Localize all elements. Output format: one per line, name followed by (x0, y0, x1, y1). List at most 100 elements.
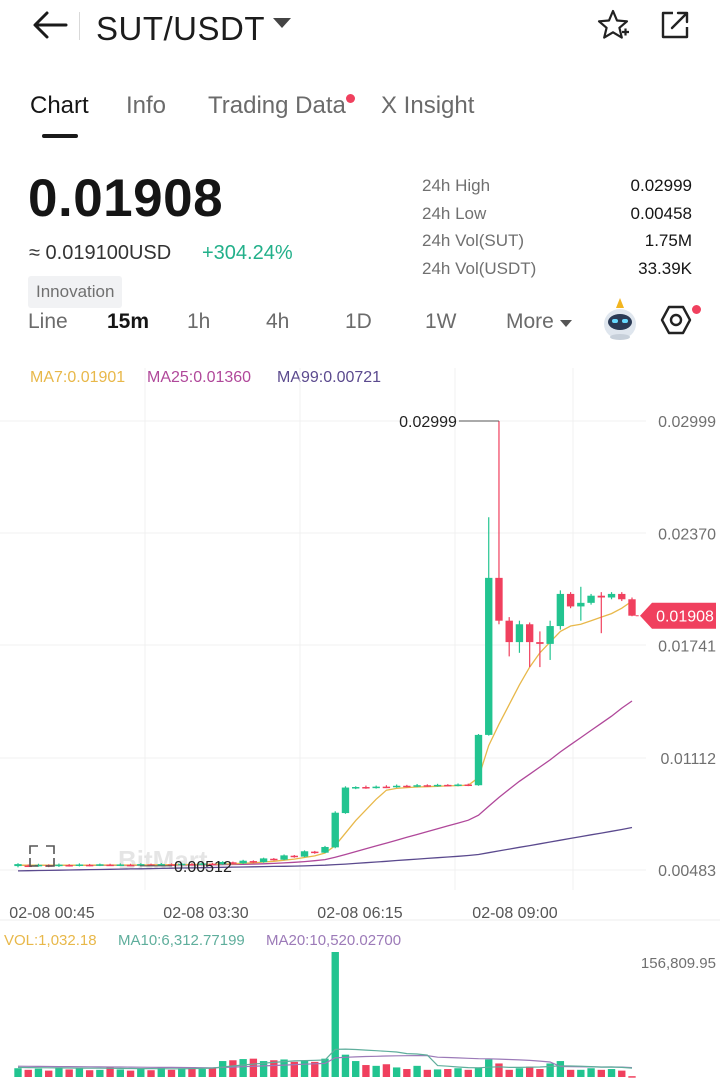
candle-body (14, 864, 22, 867)
ma99-legend: MA99:0.00721 (277, 369, 382, 386)
candle (505, 617, 513, 657)
candle (147, 863, 155, 866)
volume-bar (167, 1069, 176, 1077)
volume-bar (485, 1059, 493, 1077)
candle-body (618, 593, 626, 600)
candle-body (331, 812, 339, 848)
volume-bar (413, 1065, 421, 1077)
tab-chart[interactable]: Chart (30, 92, 89, 119)
candle (556, 590, 565, 630)
volume-bar (392, 1067, 401, 1077)
watermark: BitMart (118, 845, 208, 875)
interval-1w[interactable]: 1W (425, 310, 457, 333)
candle-body (290, 855, 298, 858)
candle (239, 859, 247, 864)
candle-body (556, 593, 565, 627)
volume-bar (188, 1067, 196, 1077)
interval-line[interactable]: Line (28, 310, 68, 333)
volume-bar (372, 1065, 380, 1077)
robot-mascot-icon[interactable] (602, 296, 638, 342)
tab-info[interactable]: Info (126, 92, 167, 119)
candle (24, 864, 32, 868)
candle (126, 863, 135, 867)
candle-body (270, 858, 278, 861)
candle (536, 631, 544, 668)
candle-body (607, 593, 616, 598)
ma99-line (17, 826, 633, 872)
tab-x-insight[interactable]: X Insight (381, 92, 475, 119)
volume-bar (536, 1069, 544, 1077)
candle-body (505, 620, 513, 643)
candle (311, 850, 319, 854)
volume-bar (239, 1059, 247, 1077)
stat-value: 0.02999 (630, 176, 692, 195)
volume-bar (290, 1061, 298, 1077)
indicator-settings-icon[interactable] (660, 304, 692, 336)
candle (188, 863, 196, 866)
candle (106, 863, 114, 867)
interval-1h[interactable]: 1h (187, 310, 211, 333)
pair-dropdown-icon[interactable] (273, 18, 291, 28)
volume-bar (464, 1069, 472, 1077)
candle (382, 785, 391, 789)
stat-value: 1.75M (644, 231, 692, 250)
candle-body (321, 846, 329, 853)
candle-body (454, 784, 462, 787)
more-caret-icon[interactable] (560, 320, 572, 327)
tab-trading-data[interactable]: Trading Data (208, 92, 346, 119)
back-arrow-icon[interactable] (30, 6, 70, 44)
candle (280, 854, 288, 861)
volume-bar (45, 1070, 53, 1077)
volume-bar (474, 1067, 483, 1077)
active-tab-indicator (42, 134, 78, 138)
candle-body (218, 861, 227, 865)
candle-body (566, 593, 575, 607)
stat-label: 24h High (422, 176, 491, 195)
candle-body (116, 864, 125, 866)
stat-value: 33.39K (638, 258, 692, 278)
y-tick-label: 0.01741 (658, 639, 716, 656)
candle-body (413, 785, 421, 787)
ma7-legend: MA7:0.01901 (30, 369, 126, 386)
candle-body (352, 787, 360, 789)
stat-row: 24h Vol(USDT) 33.39K (422, 259, 692, 287)
volume-bar (75, 1067, 84, 1077)
volume-bar (525, 1066, 534, 1077)
y-tick-label: 0.01112 (661, 751, 717, 768)
candle-body (75, 864, 84, 866)
candle-body (525, 624, 534, 643)
pair-title[interactable]: SUT/USDT (96, 10, 265, 47)
interval-4h[interactable]: 4h (266, 310, 290, 333)
annotations: 0.02999 0.00512 0.01908 (29, 414, 716, 876)
candle-body (198, 863, 206, 865)
candle (566, 592, 575, 609)
star-plus-icon[interactable] (596, 8, 630, 42)
volume-bar (300, 1060, 309, 1077)
volume-bar (433, 1069, 442, 1077)
external-link-icon[interactable] (658, 8, 692, 42)
candle-body (188, 864, 196, 866)
candle (85, 863, 94, 867)
y-axis: 0.02999 0.02370 0.01741 0.01112 0.00483 (658, 414, 716, 880)
vol-legend: VOL:1,032.18 (4, 932, 97, 949)
candle-body (597, 595, 605, 598)
candle (331, 811, 339, 849)
stat-row: 24h Vol(SUT) 1.75M (422, 231, 692, 259)
volume-bar (34, 1068, 43, 1077)
expand-icon[interactable] (29, 845, 55, 867)
candle (618, 592, 626, 602)
candle (352, 786, 360, 790)
volume-bar (14, 1068, 22, 1077)
candle (14, 863, 22, 868)
interval-1d[interactable]: 1D (345, 310, 372, 333)
interval-15m[interactable]: 15m (107, 310, 150, 333)
candle (290, 855, 298, 858)
volume-bar (321, 1058, 329, 1077)
candle-body (444, 784, 452, 787)
x-tick-label: 02-08 03:30 (163, 905, 249, 922)
candle-body (628, 599, 636, 616)
interval-more[interactable]: More (506, 310, 554, 333)
candle (628, 597, 636, 617)
candle (208, 862, 217, 866)
